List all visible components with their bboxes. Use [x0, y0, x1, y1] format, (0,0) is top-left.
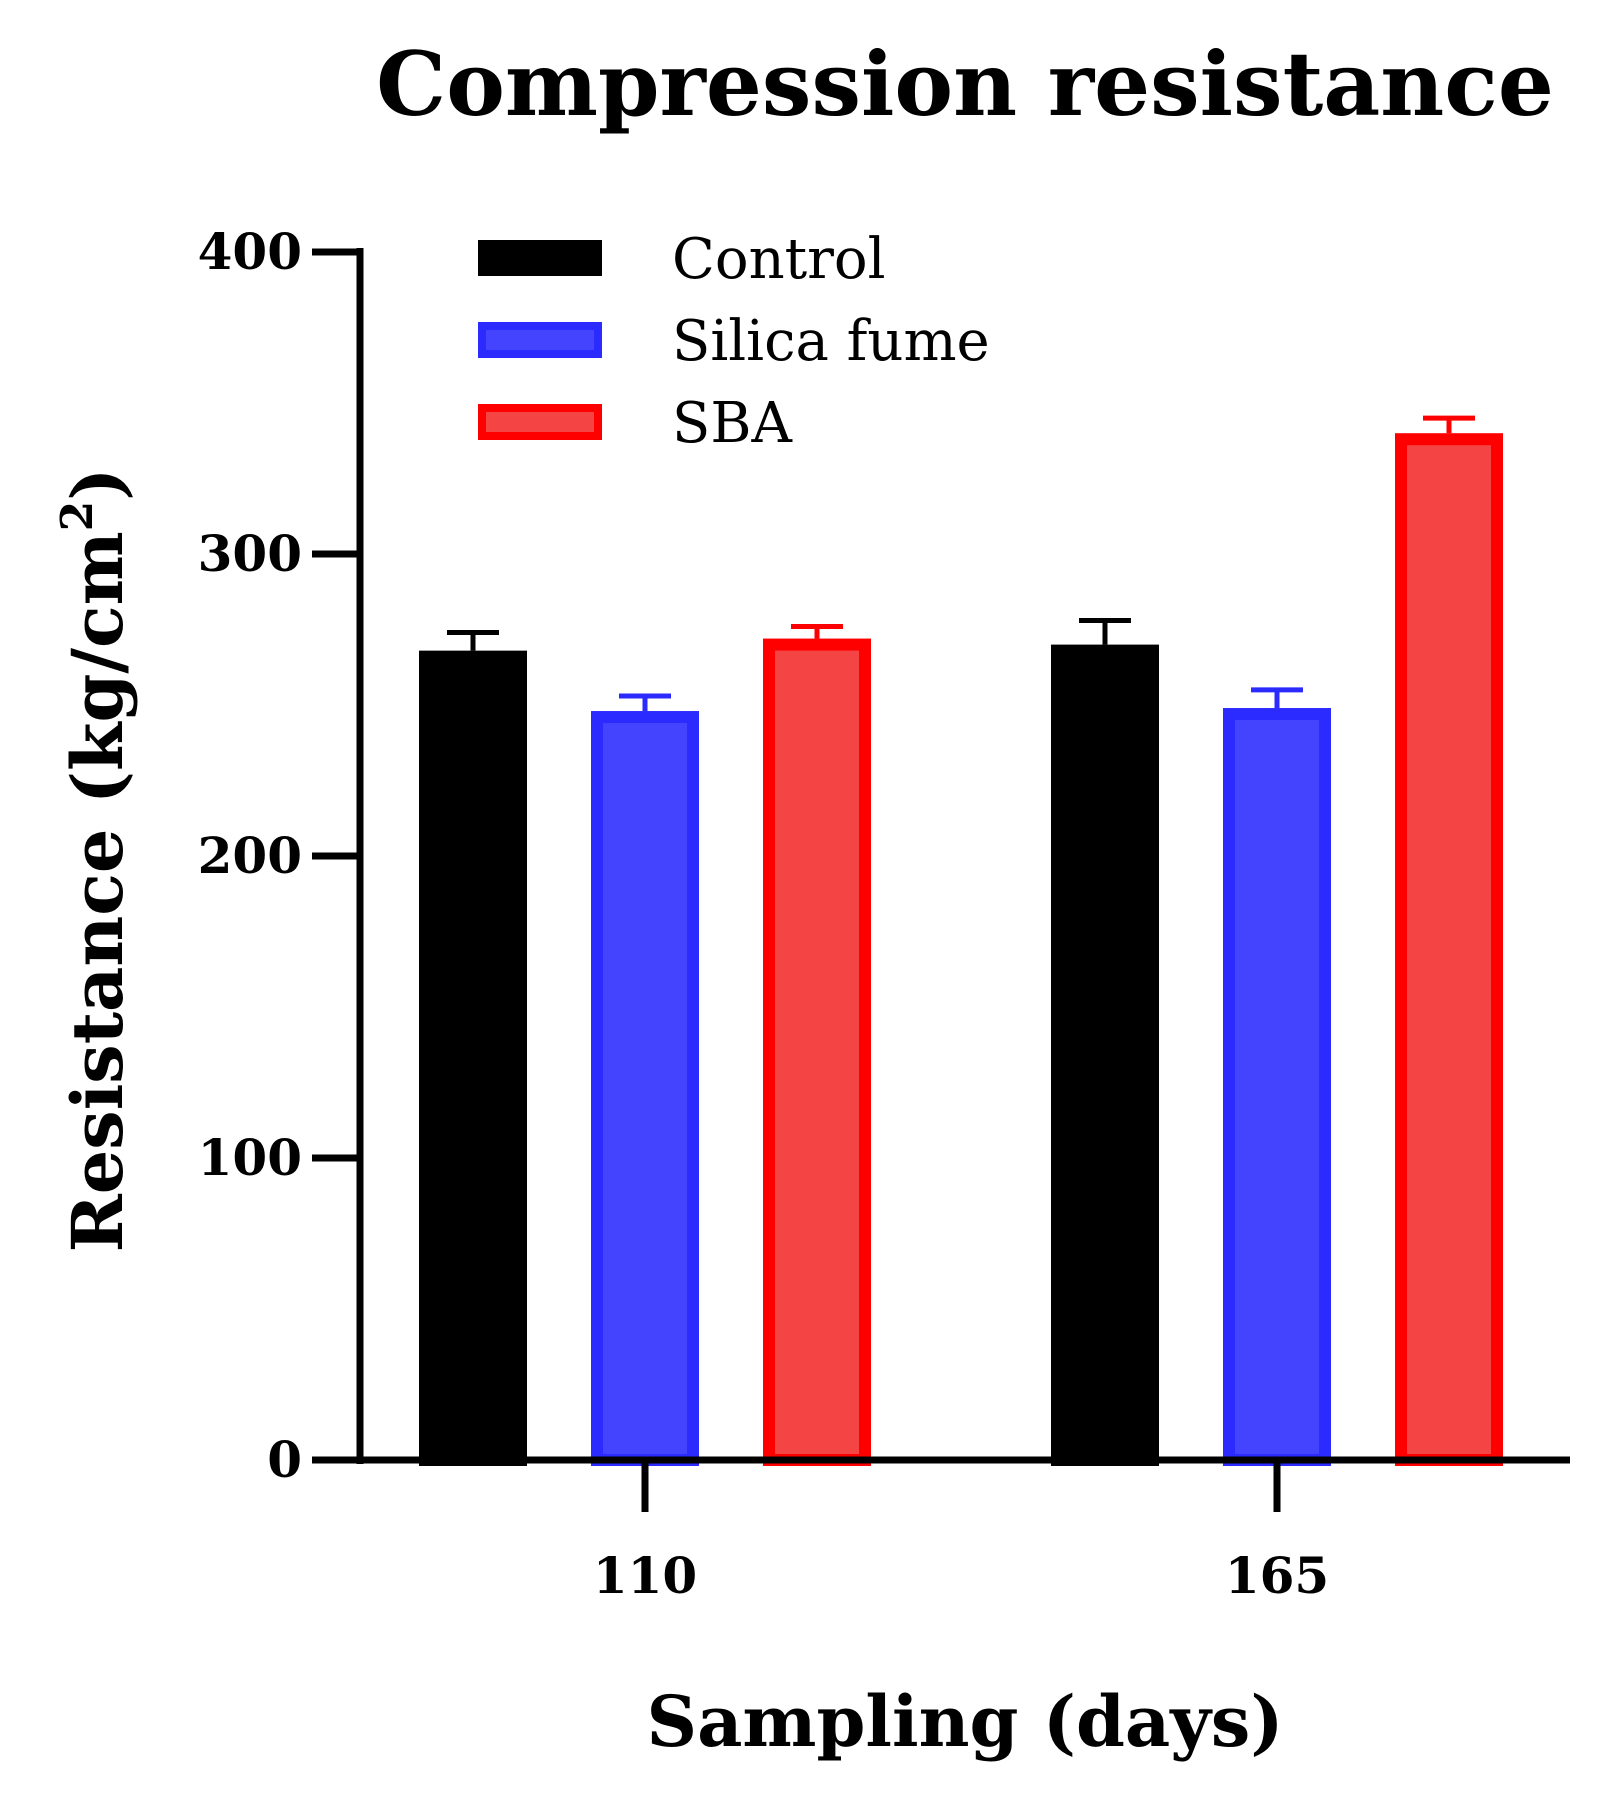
bar-silica-fume-165	[1223, 708, 1331, 1466]
legend-swatch-sba	[478, 404, 602, 440]
legend-label-silica-fume: Silica fume	[672, 309, 990, 374]
bar-silica-fume-110	[591, 711, 699, 1466]
y-tick-label-300: 300	[198, 524, 302, 583]
legend-swatch-control	[478, 240, 602, 276]
axes-layer: 0 100 200 300 400 110 165	[198, 222, 1570, 1605]
bar-sba-165	[1395, 433, 1503, 1466]
y-axis-title-main: Resistance (kg/cm	[56, 531, 139, 1252]
y-axis-title-suffix: )	[56, 468, 139, 501]
y-axis-title-superscript: 2	[52, 501, 103, 532]
y-tick-label-400: 400	[198, 222, 302, 281]
y-axis-title: Resistance (kg/cm2)	[52, 468, 139, 1253]
bars-layer	[419, 415, 1503, 1466]
x-tick-label-110: 110	[593, 1546, 697, 1605]
bar-sba-110	[763, 638, 871, 1466]
y-tick-label-200: 200	[198, 826, 302, 885]
y-tick-label-0: 0	[267, 1430, 302, 1489]
legend: Control Silica fume SBA	[478, 227, 990, 456]
x-tick-label-165: 165	[1225, 1546, 1329, 1605]
x-axis-title: Sampling (days)	[647, 1680, 1284, 1763]
legend-label-control: Control	[672, 227, 886, 292]
legend-swatch-silica-fume	[478, 322, 602, 358]
chart-title: Compression resistance	[376, 32, 1554, 136]
legend-label-sba: SBA	[672, 391, 793, 456]
bar-control-165	[1051, 644, 1159, 1466]
y-tick-label-100: 100	[198, 1128, 302, 1187]
bar-control-110	[419, 650, 527, 1466]
